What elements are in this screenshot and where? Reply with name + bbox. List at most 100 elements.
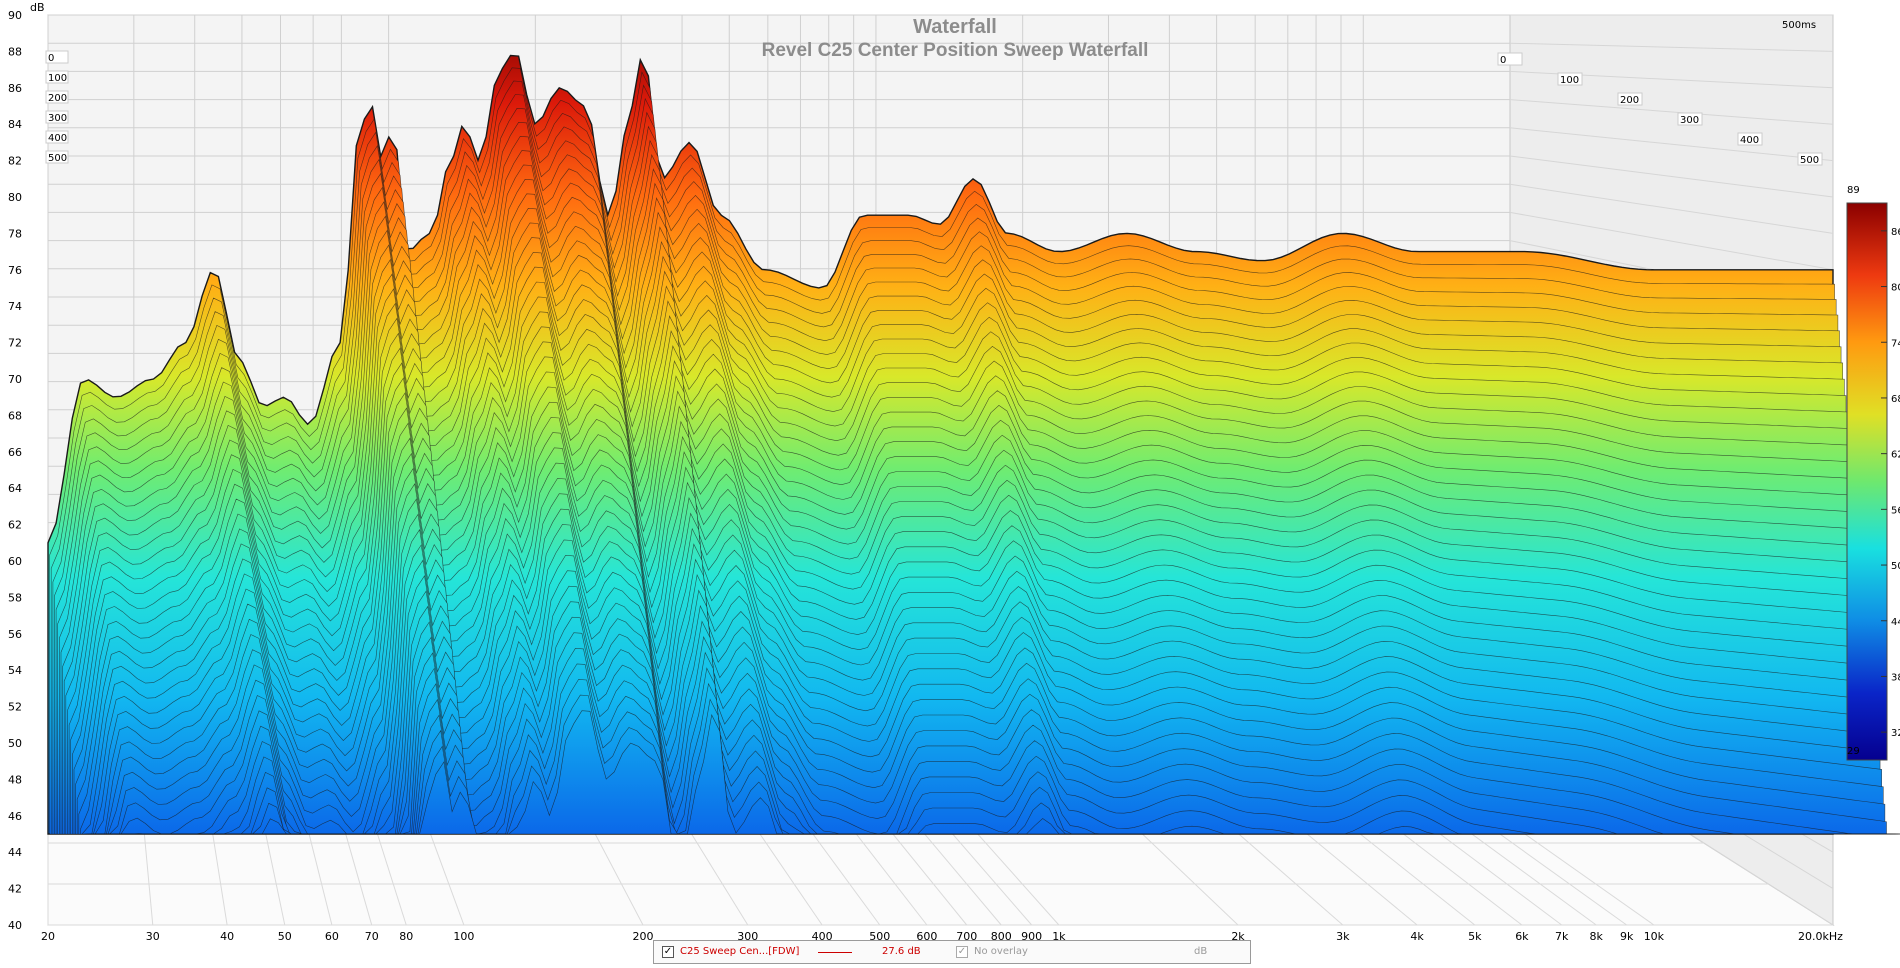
x-tick-label: 600 [916,930,937,943]
y-tick-label: 52 [8,701,22,714]
time-tick-label: 500 [1800,155,1819,166]
y-tick-label: 74 [8,300,22,313]
x-tick-label: 2k [1231,930,1245,943]
y-tick-label: 72 [8,337,22,350]
time-tick-label: 0 [48,53,54,64]
x-tick-label: 200 [633,930,654,943]
y-tick-label: 86 [8,82,22,95]
y-tick-label: 76 [8,264,22,277]
colorbar [1846,202,1888,761]
time-tick-label: 200 [48,93,67,104]
y-tick-label: 44 [8,846,22,859]
trace-value: 27.6 dB [882,946,921,957]
x-tick-label: 500 [869,930,890,943]
y-tick-label: 62 [8,519,22,532]
y-tick-label: 70 [8,373,22,386]
trace-line-swatch [818,952,852,953]
y-unit-label: dB [30,1,45,14]
grid-line-side [1509,183,1834,234]
y-tick-label: 88 [8,45,22,58]
time-tick-box [45,150,69,164]
overlay-label[interactable]: No overlay [974,946,1028,957]
y-tick-label: 64 [8,482,22,495]
y-tick-label: 78 [8,227,22,240]
x-tick-label: 1k [1052,930,1066,943]
x-tick-label: 8k [1590,930,1604,943]
time-tick-box [1797,152,1823,166]
overlay-checkbox[interactable]: ✓ [956,946,968,958]
colorbar-tick-label: 44 [1891,617,1900,628]
x-tick-label: 7k [1555,930,1569,943]
x-tick-label: 400 [812,930,833,943]
x-tick-label: 80 [399,930,413,943]
colorbar-tick-label: 56 [1891,505,1900,516]
x-tick-label: 100 [453,930,474,943]
unit-label: dB [1194,946,1208,957]
colorbar-tick-label: 38 [1891,672,1900,683]
x-tick-label: 4k [1410,930,1424,943]
time-tick-label: 100 [1560,75,1579,86]
x-tick-label: 30 [146,930,160,943]
time-tick-label: 100 [48,73,67,84]
waterfall-slice [119,710,1900,835]
x-tick-label: 5k [1468,930,1482,943]
y-tick-label: 40 [8,919,22,932]
time-tick-box [1497,52,1523,66]
y-tick-label: 54 [8,664,22,677]
grid-line-side [1509,99,1834,125]
colorbar-tick-label: 80 [1891,283,1900,294]
x-tick-label: 900 [1021,930,1042,943]
x-tick-label: 3k [1336,930,1350,943]
y-tick-label: 66 [8,446,22,459]
x-tick-label: 50 [278,930,292,943]
time-tick-box [45,130,69,144]
time-tick-box [45,90,69,104]
colorbar-tick-label: 32 [1891,728,1900,739]
y-tick-label: 90 [8,9,22,22]
legend-bar: ✓ C25 Sweep Cen...[FDW] 27.6 dB ✓ No ove… [653,940,1251,964]
time-tick-label: 300 [48,113,67,124]
grid-line-side [1509,127,1834,162]
y-tick-label: 46 [8,810,22,823]
colorbar-tick-label: 62 [1891,450,1900,461]
y-tick-label: 42 [8,883,22,896]
colorbar-tick-label: 50 [1891,561,1900,572]
time-tick-label: 400 [48,133,67,144]
x-unit-label: 20.0kHz [1798,930,1843,943]
colorbar-min-label: 29 [1847,746,1860,757]
colorbar-tick-label: 68 [1891,394,1900,405]
grid-line-side [1509,42,1834,52]
y-tick-label: 50 [8,737,22,750]
x-tick-label: 9k [1620,930,1634,943]
x-tick-label: 60 [325,930,339,943]
time-tick-box [45,50,69,64]
time-tick-label: 200 [1620,95,1639,106]
grid-line-side [1509,155,1834,198]
time-tick-box [1557,72,1583,86]
x-tick-label: 700 [956,930,977,943]
time-tick-box [1617,92,1643,106]
time-tick-box [1677,112,1703,126]
y-tick-label: 48 [8,773,22,786]
colorbar-tick-label: 74 [1891,338,1900,349]
x-tick-label: 70 [365,930,379,943]
y-tick-label: 56 [8,628,22,641]
time-tick-label: 300 [1680,115,1699,126]
x-tick-label: 20 [41,930,55,943]
trace-checkbox[interactable]: ✓ [662,946,674,958]
chart-title: Waterfall [913,16,997,38]
x-tick-label: 300 [737,930,758,943]
time-tick-box [45,70,69,84]
x-tick-label: 800 [991,930,1012,943]
trace-name[interactable]: C25 Sweep Cen...[FDW] [680,946,800,957]
time-tick-box [45,110,69,124]
y-tick-label: 60 [8,555,22,568]
time-tick-box [1737,132,1763,146]
time-tick-label: 0 [1500,55,1506,66]
y-tick-label: 58 [8,591,22,604]
time-max-label: 500ms [1782,20,1816,31]
y-tick-label: 84 [8,118,22,131]
chart-subtitle: Revel C25 Center Position Sweep Waterfal… [762,40,1149,61]
time-tick-label: 400 [1740,135,1759,146]
